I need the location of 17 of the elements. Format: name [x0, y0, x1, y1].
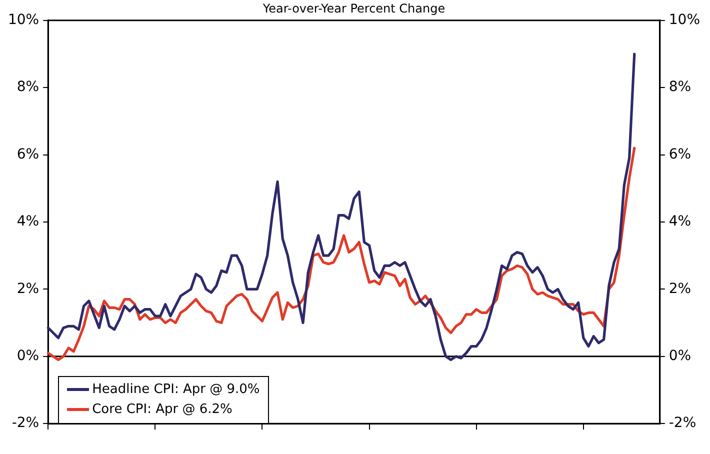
- chart-title: Year-over-Year Percent Change: [262, 1, 446, 16]
- y-tick-label: 6%: [16, 146, 40, 162]
- y2-tick-label: 4%: [668, 214, 692, 230]
- y2-tick-label: 8%: [668, 79, 692, 96]
- y-tick-label: 0%: [16, 348, 40, 364]
- y-tick-label: 10%: [8, 12, 40, 28]
- y2-tick-label: 2%: [668, 280, 692, 297]
- y-tick-label: 8%: [16, 79, 40, 96]
- y2-tick-label: 0%: [668, 348, 692, 364]
- y-tick-label: 4%: [16, 214, 40, 230]
- legend-label: Headline CPI: Apr @ 9.0%: [92, 380, 260, 399]
- legend-label: Core CPI: Apr @ 6.2%: [92, 400, 232, 419]
- y2-tick-label: 10%: [668, 12, 700, 28]
- y-tick-label: 2%: [16, 280, 40, 297]
- y2-tick-label: 6%: [668, 146, 692, 162]
- y-tick-label: -2%: [12, 415, 40, 432]
- y2-tick-label: -2%: [668, 415, 696, 432]
